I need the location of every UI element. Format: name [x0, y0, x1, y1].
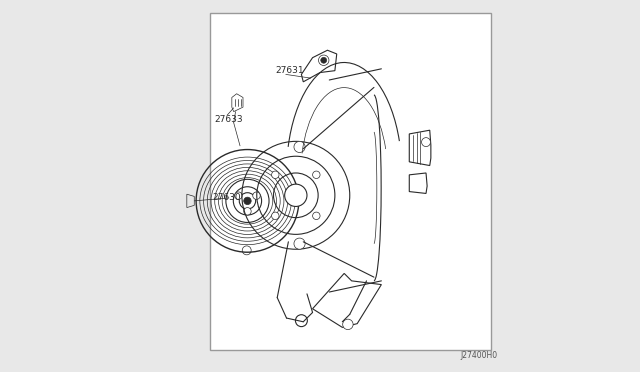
Circle shape: [244, 197, 251, 205]
Text: 27633: 27633: [214, 115, 243, 124]
FancyBboxPatch shape: [211, 13, 491, 350]
Circle shape: [244, 208, 251, 215]
Circle shape: [235, 192, 242, 199]
Circle shape: [342, 319, 353, 330]
Circle shape: [312, 212, 320, 219]
Circle shape: [253, 192, 260, 199]
Circle shape: [294, 141, 305, 153]
Circle shape: [239, 193, 255, 209]
Circle shape: [294, 238, 305, 249]
Text: 27630: 27630: [212, 193, 241, 202]
Circle shape: [312, 171, 320, 179]
Circle shape: [321, 57, 326, 63]
Circle shape: [422, 138, 431, 147]
Circle shape: [296, 315, 307, 327]
Circle shape: [271, 171, 279, 179]
Circle shape: [285, 184, 307, 206]
Circle shape: [271, 212, 279, 219]
Text: 27631: 27631: [275, 66, 304, 75]
Circle shape: [319, 55, 329, 65]
Text: J27400H0: J27400H0: [461, 351, 498, 360]
